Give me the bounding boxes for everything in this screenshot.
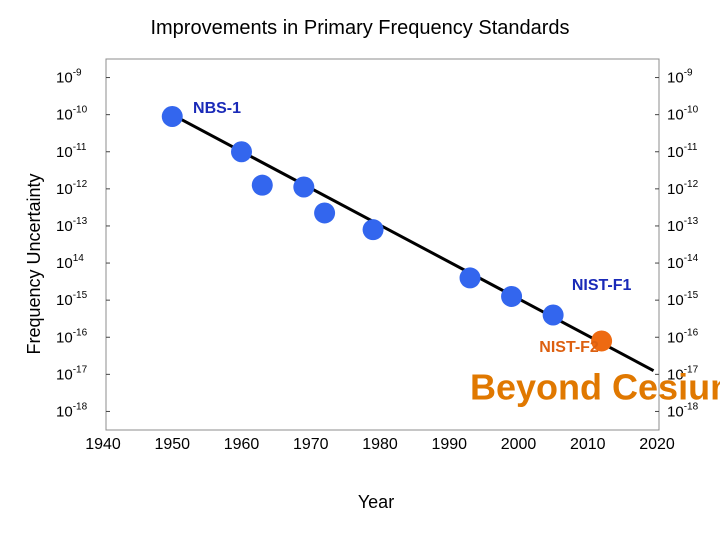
point-annotation: NIST-F1 xyxy=(572,277,632,294)
x-tick-label: 1990 xyxy=(431,436,467,453)
y-tick-label-left: 10-15 xyxy=(56,290,88,309)
x-tick-label: 1980 xyxy=(362,436,398,453)
y-tick-labels-left: 10-9 10-10 10-11 10-12 10-13 1014 10-15 10-16 10… xyxy=(56,68,110,420)
y-tick-label-left: 1014 xyxy=(56,253,84,272)
x-tick-label: 1940 xyxy=(85,436,121,453)
x-tick-labels: 1940 1950 1960 1970 1980 1990 2000 2010 2020 xyxy=(85,436,675,453)
y-tick-label-right: 10-11 xyxy=(667,142,698,161)
beyond-cesium-annotation: Beyond Cesium? xyxy=(470,367,720,408)
y-tick-labels-right: 10-9 10-10 10-11 10-12 10-13 10-14 10-15 10-16 1… xyxy=(655,68,699,420)
y-tick-label-right: 10-16 xyxy=(667,327,699,346)
x-tick-label: 2020 xyxy=(639,436,675,453)
y-tick-label-left: 10-10 xyxy=(56,105,88,124)
y-tick-label-right: 10-17 xyxy=(667,364,699,383)
y-tick-label-right: 10-14 xyxy=(667,253,699,272)
y-tick-label-left: 10-12 xyxy=(56,179,88,198)
data-point xyxy=(501,285,523,307)
y-axis-label: Frequency Uncertainty xyxy=(24,173,44,354)
y-tick-label-left: 10-18 xyxy=(56,401,88,420)
data-point xyxy=(591,330,613,352)
data-point xyxy=(293,176,315,198)
x-tick-label: 2000 xyxy=(501,436,537,453)
data-points xyxy=(161,106,613,352)
x-tick-label: 1970 xyxy=(293,436,329,453)
data-point xyxy=(161,106,183,128)
y-tick-label-left: 10-16 xyxy=(56,327,88,346)
y-tick-label-right: 10-10 xyxy=(667,105,699,124)
y-tick-label-right: 10-18 xyxy=(667,401,699,420)
x-axis-label: Year xyxy=(358,492,394,512)
y-tick-label-right: 10-12 xyxy=(667,179,699,198)
point-annotation: NIST-F2 xyxy=(539,339,599,356)
data-point xyxy=(362,219,384,241)
point-annotation: NBS-1 xyxy=(193,100,241,117)
x-tick-label: 1960 xyxy=(224,436,260,453)
data-point xyxy=(459,267,481,289)
annotations: NBS-1 NIST-F1 NIST-F2 Beyond Cesium? xyxy=(193,100,720,408)
y-tick-label-left: 10-11 xyxy=(56,142,87,161)
chart-title: Improvements in Primary Frequency Standa… xyxy=(150,17,569,39)
y-tick-label-left: 10-9 xyxy=(56,68,82,87)
data-point xyxy=(251,174,273,196)
y-tick-label-left: 10-17 xyxy=(56,364,88,383)
y-tick-label-right: 10-15 xyxy=(667,290,699,309)
y-tick-label-left: 10-13 xyxy=(56,216,88,235)
x-tick-label: 1950 xyxy=(154,436,190,453)
data-point xyxy=(231,141,252,163)
data-point xyxy=(542,304,564,326)
data-point xyxy=(314,202,336,224)
plot-area xyxy=(105,58,660,431)
x-tick-label: 2010 xyxy=(570,436,606,453)
y-tick-label-right: 10-13 xyxy=(667,216,699,235)
y-tick-label-right: 10-9 xyxy=(667,68,693,87)
